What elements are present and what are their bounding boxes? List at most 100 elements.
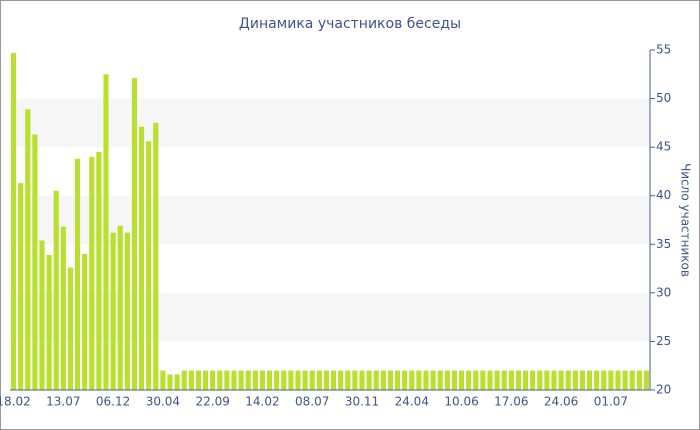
bar — [359, 370, 365, 390]
bar — [245, 370, 251, 390]
grid-band — [10, 195, 650, 245]
bar — [153, 122, 159, 390]
x-tick-label: 24.06 — [544, 395, 578, 409]
bar — [96, 152, 102, 390]
bar — [259, 370, 266, 390]
bar — [601, 370, 607, 390]
bar — [181, 370, 187, 390]
bar — [252, 370, 258, 390]
bar — [39, 240, 45, 390]
bar — [594, 370, 600, 390]
y-tick-label: 20 — [656, 383, 671, 397]
bar — [330, 370, 337, 390]
bar — [522, 370, 529, 390]
bar — [202, 370, 209, 390]
bar — [53, 190, 59, 390]
bar — [323, 370, 330, 390]
bar — [174, 374, 180, 390]
bar — [316, 370, 322, 390]
y-tick-label: 25 — [656, 334, 671, 348]
x-tick-label: 24.04 — [395, 395, 429, 409]
bar — [402, 370, 408, 390]
grid-band — [10, 98, 650, 148]
x-tick-label: 14.02 — [245, 395, 279, 409]
bar — [110, 232, 116, 390]
bar — [423, 370, 429, 390]
x-tick-label: 08.07 — [295, 395, 329, 409]
bar — [18, 183, 24, 390]
bar — [579, 370, 586, 390]
bar — [558, 370, 564, 390]
bar — [10, 52, 17, 391]
x-tick-label: 30.04 — [146, 395, 180, 409]
bar — [373, 370, 379, 390]
bar — [131, 78, 138, 391]
bar — [473, 370, 479, 390]
chart-title: Динамика участников беседы — [239, 16, 461, 32]
bar — [643, 370, 650, 390]
bar — [117, 225, 123, 390]
x-tick-label: 06.12 — [96, 395, 130, 409]
y-tick-label: 40 — [656, 188, 671, 202]
bar — [352, 370, 358, 390]
y-tick-label: 30 — [656, 285, 671, 299]
y-tick-label: 55 — [656, 43, 671, 57]
bar — [217, 370, 223, 390]
x-tick-label: 01.07 — [594, 395, 628, 409]
y-tick-label: 35 — [656, 237, 671, 251]
x-tick-label: 18.02 — [0, 395, 31, 409]
bar — [380, 370, 386, 390]
bar — [444, 370, 450, 390]
bar — [167, 374, 173, 390]
bar — [622, 370, 628, 390]
bar — [629, 370, 635, 390]
bar — [345, 370, 351, 390]
bar — [238, 370, 244, 390]
bar — [508, 370, 514, 390]
bar — [572, 370, 578, 390]
bar — [60, 226, 66, 390]
bar — [89, 156, 95, 390]
bar — [537, 370, 543, 390]
bar — [82, 254, 88, 390]
bar — [458, 370, 465, 390]
x-tick-label: 13.07 — [46, 395, 80, 409]
bar — [416, 370, 422, 390]
bar — [224, 370, 230, 390]
bar — [25, 109, 31, 390]
bar — [124, 232, 130, 390]
bar — [146, 141, 152, 390]
bar — [409, 370, 415, 390]
bar — [210, 370, 216, 390]
bar — [530, 370, 536, 390]
bar — [195, 370, 202, 390]
bar — [565, 370, 571, 390]
bar — [281, 370, 287, 390]
bar — [387, 370, 394, 390]
grid-band — [10, 292, 650, 342]
bar — [487, 370, 493, 390]
bar — [480, 370, 486, 390]
y-tick-label: 45 — [656, 140, 671, 154]
bar — [451, 370, 458, 390]
bar — [231, 370, 237, 390]
bar — [366, 370, 372, 390]
bar — [138, 126, 145, 390]
bar — [302, 370, 308, 390]
bar — [636, 370, 642, 390]
bar — [437, 370, 443, 390]
x-tick-label: 30.11 — [345, 395, 379, 409]
bar — [544, 370, 550, 390]
bar — [338, 370, 344, 390]
x-tick-label: 17.06 — [494, 395, 528, 409]
bar — [266, 370, 273, 390]
y-axis-title: Число участников — [679, 163, 693, 277]
bar — [494, 370, 500, 390]
bar — [501, 370, 507, 390]
bar — [46, 254, 52, 390]
bar — [74, 158, 81, 390]
bar — [32, 134, 38, 390]
bar — [274, 370, 280, 390]
bar — [309, 370, 315, 390]
